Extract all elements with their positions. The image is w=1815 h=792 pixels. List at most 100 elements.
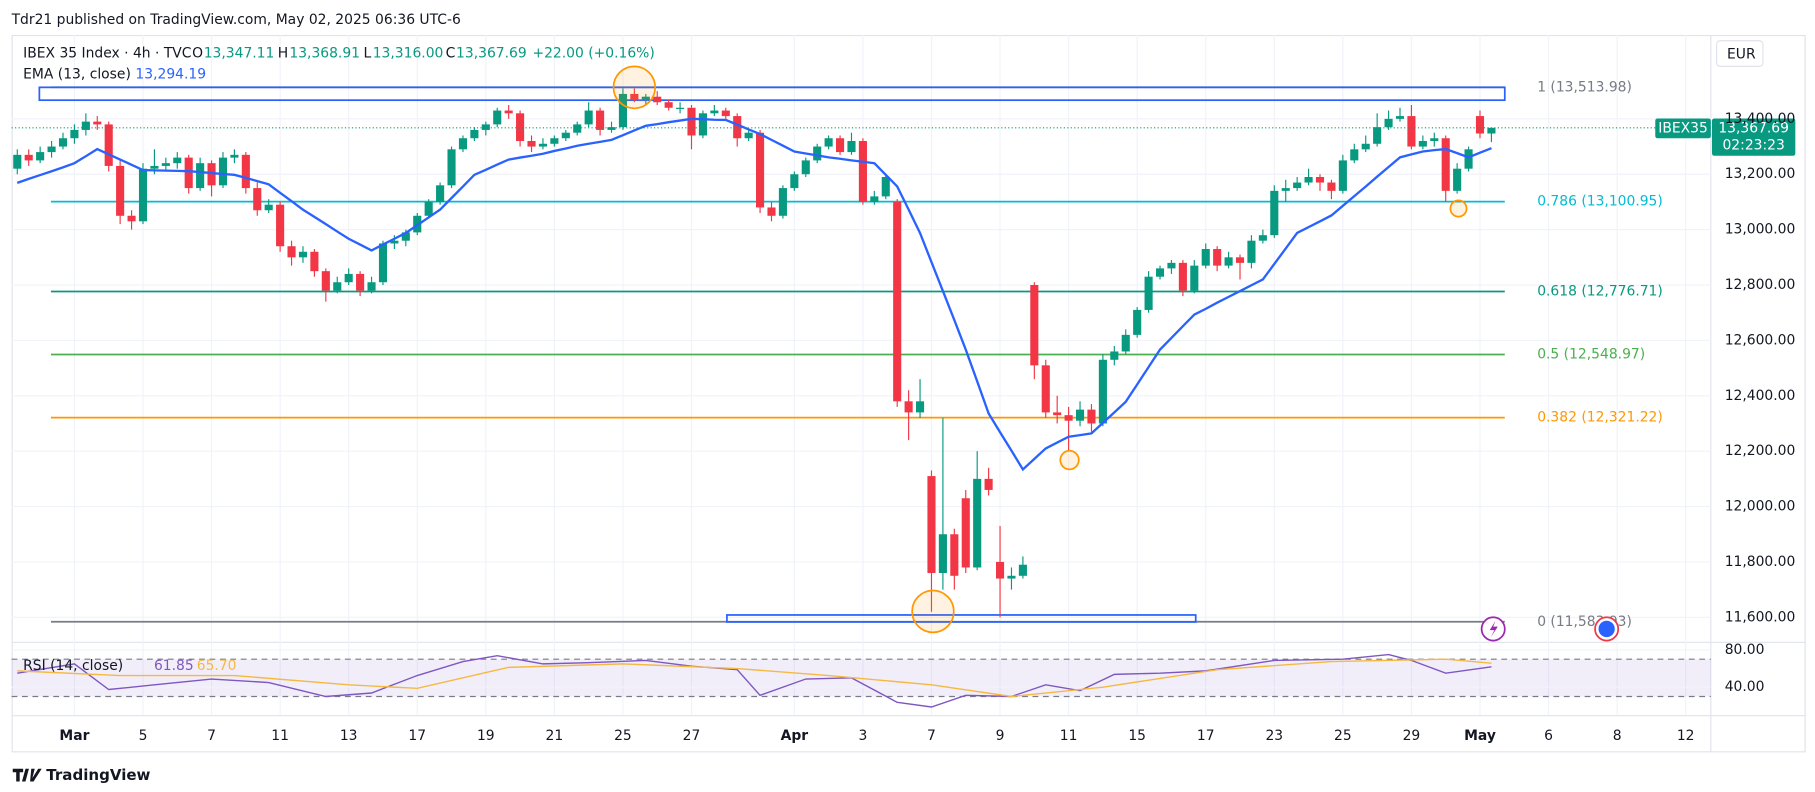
x-tick-label: 27 <box>683 728 701 744</box>
ema-value: 13,294.19 <box>135 67 206 83</box>
x-tick-label: 29 <box>1403 728 1421 744</box>
candle-body <box>995 561 1005 579</box>
x-tick-label: 7 <box>927 728 936 744</box>
candle-body <box>1304 177 1313 183</box>
ohlc-label: C <box>446 46 456 62</box>
candle-body <box>1144 276 1153 310</box>
rsi-ma-value: 65.70 <box>197 658 237 674</box>
resistance-box <box>38 86 1506 102</box>
candle-body <box>1064 415 1073 421</box>
candle-body <box>287 246 296 258</box>
candle-body <box>938 534 947 574</box>
candle-body <box>847 141 856 153</box>
candle-body <box>196 163 205 189</box>
candle-body <box>561 132 570 139</box>
candle-body <box>1384 118 1393 128</box>
x-tick-label: 13 <box>340 728 358 744</box>
candle-body <box>481 124 490 130</box>
highlight-circle <box>612 65 657 110</box>
x-tick-label: 11 <box>1060 728 1078 744</box>
fib-label: 0.382 (12,321.22) <box>1537 410 1663 426</box>
y-tick-label: 13,200.00 <box>1725 166 1796 182</box>
candle-body <box>790 174 799 189</box>
candle-body <box>344 273 353 283</box>
candle-body <box>276 204 285 247</box>
highlight-circle <box>1449 199 1468 218</box>
fib-label: 0.786 (13,100.95) <box>1537 194 1663 210</box>
candle-body <box>664 102 673 108</box>
x-tick-label: 8 <box>1613 728 1622 744</box>
ema-legend: EMA (13, close) <box>23 67 131 83</box>
x-tick-label: 9 <box>996 728 1005 744</box>
candle-body <box>1407 116 1416 147</box>
candle-body <box>527 141 536 147</box>
ohlc-value: 13,347.11 <box>204 46 275 62</box>
y-tick-label: 11,800.00 <box>1725 554 1796 570</box>
candle-body <box>1087 409 1096 424</box>
candle-body <box>1315 177 1325 183</box>
ohlc-value: 13,316.00 <box>373 46 444 62</box>
y-tick-label: 13,000.00 <box>1725 222 1796 238</box>
candle-body <box>1041 365 1050 413</box>
candle-body <box>915 401 925 413</box>
candle-body <box>70 129 79 139</box>
brand-logo <box>12 768 42 782</box>
candle-body <box>1133 309 1142 335</box>
chart-frame <box>11 34 1806 753</box>
candle-body <box>81 121 90 130</box>
candle-body <box>173 157 182 164</box>
candle-body <box>1338 160 1347 191</box>
rsi-value: 61.85 <box>154 658 194 674</box>
candle-body <box>973 478 982 568</box>
publisher-line: Tdr21 published on TradingView.com, May … <box>11 12 461 28</box>
candle-body <box>596 110 605 130</box>
candle-body <box>116 165 125 216</box>
countdown: 02:23:23 <box>1722 137 1784 153</box>
rsi-tick-label: 80.00 <box>1725 642 1765 658</box>
candle-body <box>813 146 822 161</box>
support-box <box>726 614 1197 623</box>
candle-body <box>721 110 730 117</box>
candle-body <box>493 110 502 125</box>
x-tick-label: 3 <box>858 728 867 744</box>
x-tick-label: 11 <box>271 728 289 744</box>
candle-body <box>458 138 468 150</box>
candle-body <box>1213 249 1222 266</box>
candle-body <box>1110 351 1119 360</box>
ohlc-label: L <box>363 46 371 62</box>
candle-body <box>47 146 56 153</box>
candle-body <box>698 113 707 136</box>
candle-body <box>1007 575 1016 579</box>
currency-button[interactable] <box>1716 40 1764 67</box>
candle-body <box>641 96 650 100</box>
currency: EUR <box>1727 47 1756 63</box>
candle-body <box>321 271 330 291</box>
candle-body <box>927 476 936 574</box>
candle-body <box>767 207 776 216</box>
candle-body <box>710 110 719 114</box>
candle-body <box>470 129 479 139</box>
candle-body <box>618 93 627 128</box>
candle-body <box>367 282 376 291</box>
candle-body <box>950 534 959 576</box>
candle-body <box>653 96 662 103</box>
symbol: IBEX 35 Index · 4h · TVC <box>23 46 191 62</box>
legend: IBEX 35 Index · 4h · TVC O 13,347.11 H 1… <box>23 46 655 675</box>
fib-label: 1 (13,513.98) <box>1537 79 1632 95</box>
candle-body <box>870 196 879 202</box>
candle-body <box>104 124 113 166</box>
price-tag-text: 13,367.69 <box>1718 120 1789 136</box>
candle-body <box>676 107 685 109</box>
candle-body <box>401 232 410 241</box>
candle-body <box>218 157 228 186</box>
x-tick-label: Mar <box>59 728 89 744</box>
candle-body <box>1190 265 1199 291</box>
x-tick-label: May <box>1464 728 1496 744</box>
candle-body <box>1155 268 1165 277</box>
candle-body <box>1018 564 1027 576</box>
y-tick-label: 12,400.00 <box>1725 388 1796 404</box>
candle-body <box>573 124 582 133</box>
